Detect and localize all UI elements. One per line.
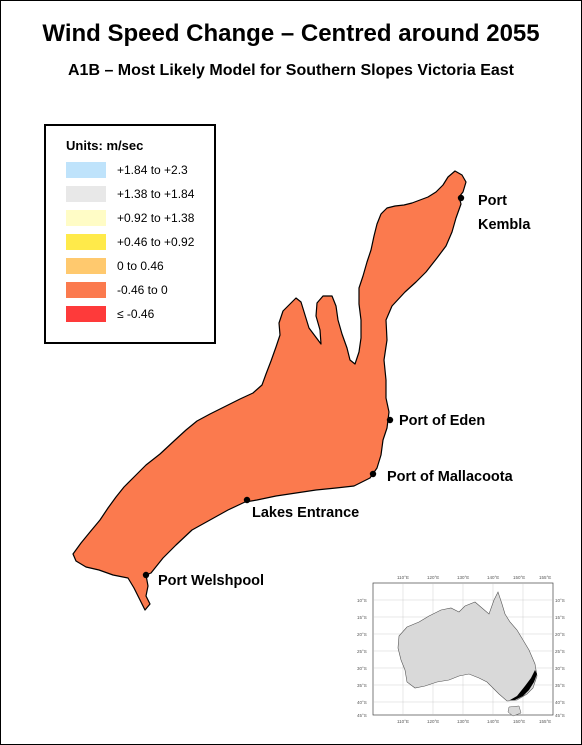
legend-label: +0.46 to +0.92 xyxy=(117,235,195,249)
legend-label: -0.46 to 0 xyxy=(117,283,168,297)
inset-lon-tick-bottom: 140°E xyxy=(487,719,499,724)
map-subtitle: A1B – Most Likely Model for Southern Slo… xyxy=(67,62,515,79)
inset-lat-tick: 45°S xyxy=(357,713,367,718)
inset-lat-tick: 25°S xyxy=(357,649,367,654)
inset-lat-tick-right: 35°S xyxy=(555,683,565,688)
label-port-kembla-line2: Kembla xyxy=(478,217,531,233)
legend-item: +1.38 to +1.84 xyxy=(66,184,216,204)
inset-lon-tick-bottom: 130°E xyxy=(457,719,469,724)
legend-label: ≤ -0.46 xyxy=(117,307,155,321)
inset-lon-tick: 150°E xyxy=(513,575,525,580)
inset-lon-tick-bottom: 155°E xyxy=(539,719,551,724)
inset-lat-tick: 35°S xyxy=(357,683,367,688)
inset-lat-tick: 30°S xyxy=(357,666,367,671)
lakes-entrance-marker xyxy=(243,496,251,504)
legend-swatch xyxy=(66,186,106,202)
region-polygon xyxy=(72,170,467,611)
inset-lat-tick-right: 45°S xyxy=(555,713,565,718)
inset-australia-landmass xyxy=(397,591,538,702)
inset-lat-tick-right: 10°S xyxy=(555,598,565,603)
legend-swatch xyxy=(66,258,106,274)
port-of-mallacoota-marker xyxy=(369,470,377,478)
legend-box: Units: m/sec +1.84 to +2.3 +1.38 to +1.8… xyxy=(44,124,216,344)
inset-lat-tick-right: 25°S xyxy=(555,649,565,654)
inset-lon-tick: 155°E xyxy=(539,575,551,580)
inset-lon-tick-bottom: 150°E xyxy=(513,719,525,724)
inset-lat-tick: 20°S xyxy=(357,632,367,637)
legend-swatch xyxy=(66,282,106,298)
inset-lon-tick: 120°E xyxy=(427,575,439,580)
inset-lat-tick-right: 20°S xyxy=(555,632,565,637)
inset-svg: 110°E 120°E 130°E 140°E 150°E 155°E 110°… xyxy=(357,575,565,724)
inset-lat-tick-right: 15°S xyxy=(555,615,565,620)
legend-item: ≤ -0.46 xyxy=(66,304,216,324)
legend-label: 0 to 0.46 xyxy=(117,259,164,273)
legend-label: +0.92 to +1.38 xyxy=(117,211,195,225)
inset-lat-tick: 40°S xyxy=(357,700,367,705)
port-of-eden-marker xyxy=(386,416,394,424)
inset-lon-tick: 140°E xyxy=(487,575,499,580)
legend-item: 0 to 0.46 xyxy=(66,256,216,276)
inset-lon-tick-bottom: 120°E xyxy=(427,719,439,724)
label-port-of-mallacoota: Port of Mallacoota xyxy=(387,469,513,485)
legend-swatch xyxy=(66,306,106,322)
inset-study-area-highlight xyxy=(510,670,537,700)
legend-title: Units: m/sec xyxy=(66,138,144,153)
legend-label: +1.84 to +2.3 xyxy=(117,163,188,177)
legend-label: +1.38 to +1.84 xyxy=(117,187,195,201)
inset-lon-tick: 110°E xyxy=(397,575,409,580)
label-port-kembla-line1: Port xyxy=(478,193,507,209)
inset-lat-tick: 10°S xyxy=(357,598,367,603)
inset-lat-tick-right: 40°S xyxy=(555,700,565,705)
legend-item: -0.46 to 0 xyxy=(66,280,216,300)
legend-swatch xyxy=(66,162,106,178)
inset-lon-tick: 130°E xyxy=(457,575,469,580)
label-port-of-eden: Port of Eden xyxy=(399,413,486,429)
inset-tasmania xyxy=(507,705,522,717)
legend-swatch xyxy=(66,210,106,226)
legend-item: +0.46 to +0.92 xyxy=(66,232,216,252)
port-welshpool-marker xyxy=(142,571,150,579)
legend-item: +0.92 to +1.38 xyxy=(66,208,216,228)
port-kembla-marker xyxy=(457,194,465,202)
label-lakes-entrance: Lakes Entrance xyxy=(252,505,360,521)
inset-locator-map: 110°E 120°E 130°E 140°E 150°E 155°E 110°… xyxy=(347,570,567,728)
inset-lat-tick: 15°S xyxy=(357,615,367,620)
inset-lat-tick-right: 30°S xyxy=(555,666,565,671)
inset-lon-tick-bottom: 110°E xyxy=(397,719,409,724)
map-title: Wind Speed Change – Centred around 2055 xyxy=(42,20,540,47)
legend-swatch xyxy=(66,234,106,250)
label-port-welshpool: Port Welshpool xyxy=(158,573,265,589)
legend-item: +1.84 to +2.3 xyxy=(66,160,216,180)
